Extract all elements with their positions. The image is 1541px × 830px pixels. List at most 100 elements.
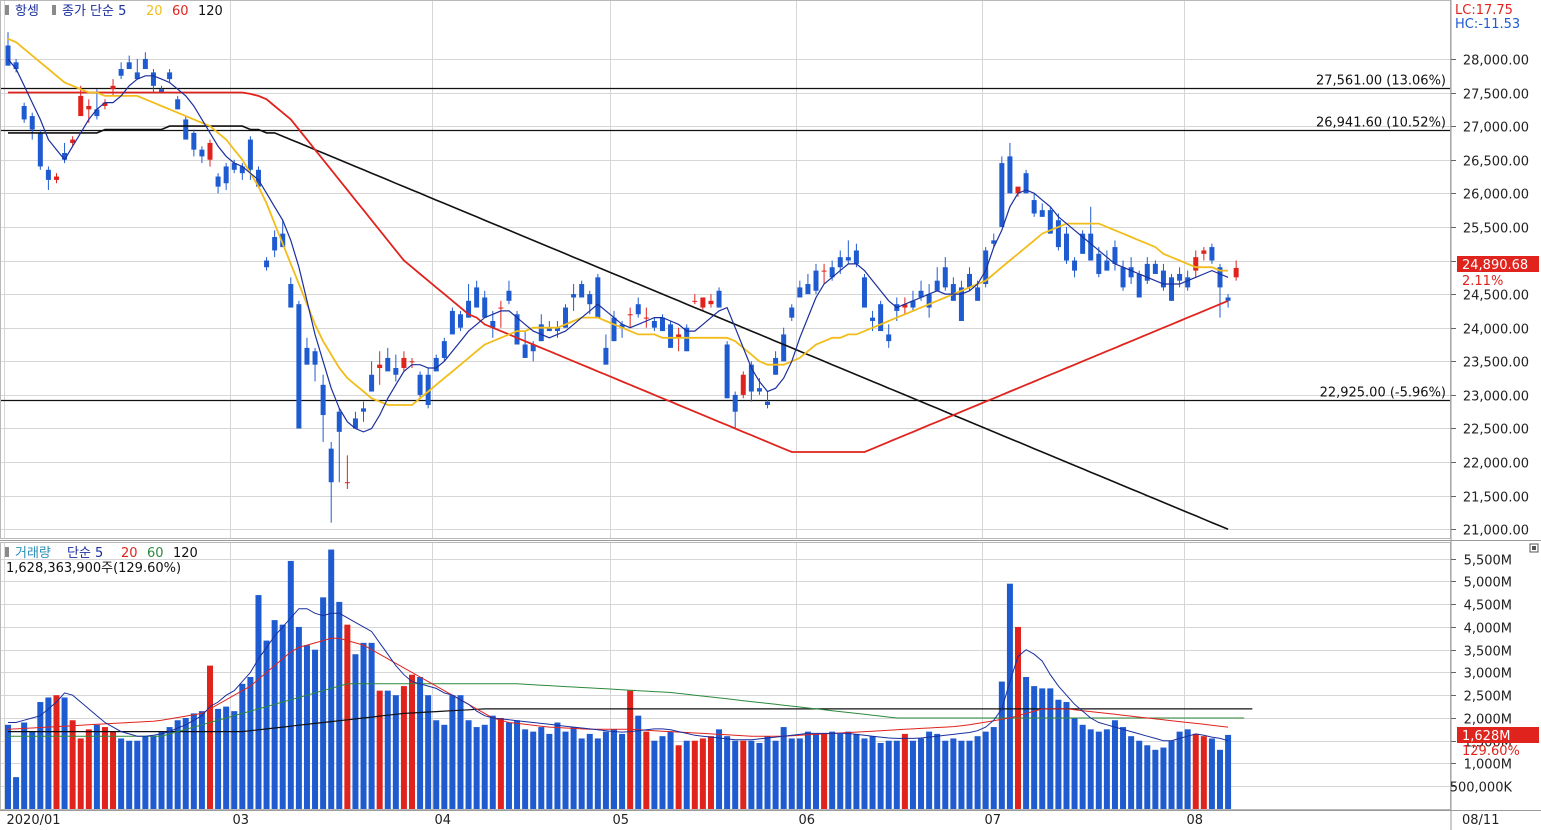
volume-bar: [101, 727, 108, 809]
candle-body: [870, 317, 876, 321]
volume-bar: [352, 654, 359, 809]
volume-bar: [392, 695, 399, 809]
candle-body: [1120, 267, 1126, 288]
volume-bar: [497, 717, 504, 809]
volume-legend-ma60: 60: [147, 546, 164, 561]
volume-tick-label: 4,000M: [1464, 622, 1512, 637]
candle-body: [78, 95, 84, 117]
candle-body: [886, 334, 892, 342]
candle-body: [1144, 263, 1150, 281]
last-price-label: 24,890.68: [1462, 258, 1528, 273]
candle-body: [732, 394, 738, 412]
candle-body: [1112, 247, 1118, 264]
volume-bar: [1031, 686, 1038, 809]
candle-body: [668, 324, 674, 348]
candle-body: [159, 89, 165, 93]
price-tick-label: 22,500.00: [1463, 423, 1529, 438]
candle-body: [126, 62, 132, 70]
candle-body: [587, 294, 593, 305]
date-axis: 2020/01 03 04 05 06 07 08: [7, 813, 1204, 828]
candle-body: [1080, 233, 1086, 254]
candle-body: [369, 374, 375, 392]
candle-body: [21, 105, 27, 120]
volume-bar: [651, 740, 658, 809]
volume-bar: [489, 715, 496, 809]
volume-bar: [1168, 740, 1175, 809]
volume-tick-label: 500,000K: [1450, 781, 1513, 796]
volume-bar: [1039, 688, 1046, 809]
volume-bar: [699, 738, 706, 809]
volume-bar: [45, 697, 52, 809]
volume-bar: [780, 727, 787, 809]
volume-bar: [837, 733, 844, 809]
reference-lines: 27,561.00 (13.06%) 26,941.60 (10.52%) 22,9…: [1, 74, 1450, 402]
candle-body: [942, 267, 948, 288]
volume-bar: [142, 736, 149, 809]
candle-body: [304, 347, 310, 365]
candle-body: [635, 304, 641, 315]
candle-body: [167, 72, 173, 80]
candle-body: [264, 260, 270, 268]
price-tick-label: 27,500.00: [1463, 88, 1529, 103]
volume-bar: [1071, 717, 1078, 809]
volume-bar: [950, 738, 957, 809]
candle-body: [522, 344, 528, 358]
candle-body: [425, 374, 431, 405]
candle-body: [861, 277, 867, 308]
x-axis-right-label: 08/11: [1462, 813, 1499, 828]
volume-tick-label: 5,500M: [1464, 554, 1512, 569]
candle-body: [781, 334, 787, 362]
candle-body: [975, 287, 981, 301]
x-axis-label: 2020/01: [7, 813, 61, 828]
volume-bar: [295, 626, 302, 809]
volume-bar: [942, 740, 949, 809]
volume-bar: [239, 683, 246, 809]
volume-bar: [279, 624, 286, 809]
volume-bar: [796, 738, 803, 809]
candle-body: [247, 139, 253, 170]
volume-bar: [223, 706, 230, 809]
volume-bar: [126, 740, 133, 809]
candle-body: [934, 280, 940, 291]
volume-bar: [740, 740, 747, 809]
price-tick-label: 26,500.00: [1463, 155, 1529, 170]
volume-bar: [215, 708, 222, 809]
volume-bar: [247, 677, 254, 809]
volume-bar: [586, 733, 593, 809]
volume-bar: [804, 731, 811, 809]
price-legend-marker-2: [52, 5, 56, 15]
candle-body: [1104, 260, 1110, 271]
volume-bar: [861, 738, 868, 809]
candle-body: [37, 132, 43, 167]
candle-body: [967, 273, 973, 288]
volume-bar: [1095, 731, 1102, 809]
volume-bar: [5, 724, 11, 809]
volume-bar: [627, 690, 634, 809]
volume-bar: [756, 743, 763, 809]
volume-bar: [263, 640, 270, 809]
vol-ma60-line: [8, 683, 1245, 737]
volume-tick-label: 3,000M: [1464, 667, 1512, 682]
volume-bar: [150, 736, 157, 809]
volume-axis: 5,500M 5,000M 4,500M 4,000M 3,500M 3,000M 2,50…: [1450, 554, 1513, 796]
price-panel[interactable]: [0, 0, 1451, 539]
volume-bar: [13, 777, 20, 809]
candle-body: [183, 119, 189, 140]
candle-body: [853, 250, 859, 264]
candle-body: [1217, 267, 1223, 288]
volume-bar: [303, 645, 310, 809]
volume-bar: [530, 731, 537, 809]
candle-body: [563, 307, 569, 328]
last-volume-label: 1,628M: [1462, 729, 1510, 744]
candle-body: [692, 300, 698, 302]
volume-bar: [417, 677, 424, 809]
candle-body: [474, 287, 480, 308]
last-pct-label: 2.11%: [1462, 274, 1503, 289]
candle-body: [1047, 210, 1053, 234]
candle-body: [328, 448, 334, 483]
ma5-line: [7, 58, 1229, 433]
candle-body: [829, 267, 835, 278]
volume-bar: [1055, 699, 1062, 809]
volume-bar: [1087, 729, 1094, 809]
